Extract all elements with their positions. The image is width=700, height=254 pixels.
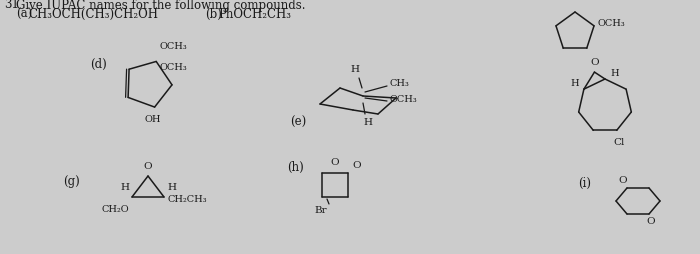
Text: 31: 31 bbox=[4, 0, 19, 11]
Text: O: O bbox=[619, 176, 627, 185]
Text: OH: OH bbox=[144, 115, 161, 124]
Text: O: O bbox=[647, 217, 655, 226]
Text: O: O bbox=[144, 162, 153, 171]
Text: H: H bbox=[351, 65, 360, 74]
Text: Br: Br bbox=[315, 206, 328, 215]
Text: O: O bbox=[330, 158, 340, 167]
Text: H: H bbox=[120, 183, 129, 193]
Text: (a): (a) bbox=[16, 8, 32, 21]
Text: CH₂CH₃: CH₂CH₃ bbox=[167, 195, 206, 203]
Text: O: O bbox=[352, 161, 361, 170]
Text: CH₂O: CH₂O bbox=[102, 205, 129, 214]
Text: (i): (i) bbox=[578, 177, 591, 189]
Text: OCH₃: OCH₃ bbox=[597, 19, 625, 28]
Text: (d): (d) bbox=[90, 57, 106, 71]
Text: Cl: Cl bbox=[613, 138, 624, 147]
Text: OCH₃: OCH₃ bbox=[159, 42, 187, 52]
Text: (e): (e) bbox=[290, 116, 307, 129]
Text: CH₃: CH₃ bbox=[389, 80, 409, 88]
Text: (g): (g) bbox=[63, 174, 80, 187]
Text: H: H bbox=[570, 79, 579, 88]
Text: H: H bbox=[167, 183, 176, 193]
Text: H: H bbox=[363, 118, 372, 127]
Text: (b): (b) bbox=[205, 8, 222, 21]
Text: OCH₃: OCH₃ bbox=[159, 64, 187, 72]
Text: OCH₃: OCH₃ bbox=[389, 96, 416, 104]
Text: CH₃OCH(CH₃)CH₂OH: CH₃OCH(CH₃)CH₂OH bbox=[28, 8, 158, 21]
Text: H: H bbox=[610, 69, 619, 77]
Text: Give IUPAC names for the following compounds.: Give IUPAC names for the following compo… bbox=[16, 0, 305, 11]
Text: (h): (h) bbox=[287, 161, 304, 173]
Text: PhOCH₂CH₃: PhOCH₂CH₃ bbox=[218, 8, 291, 21]
Text: O: O bbox=[590, 58, 598, 67]
